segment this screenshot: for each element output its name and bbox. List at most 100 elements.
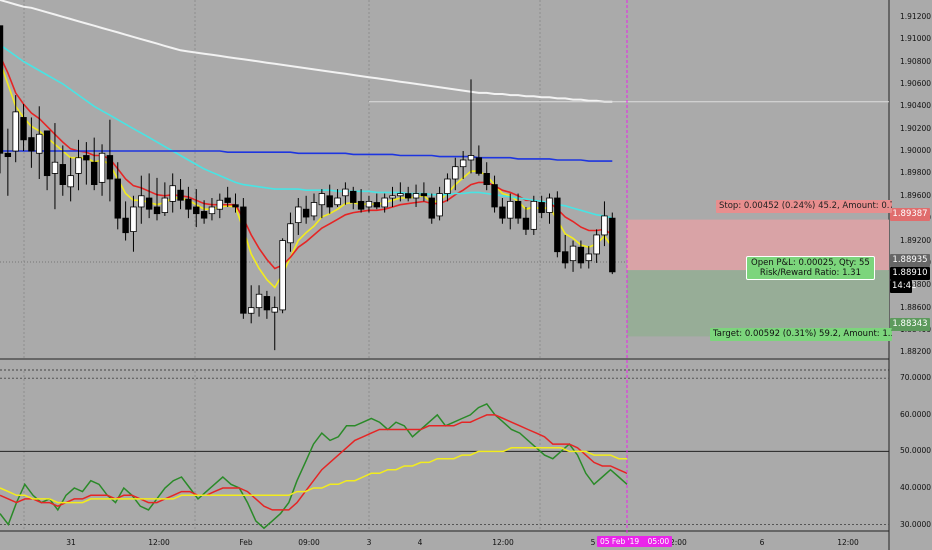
candle-body bbox=[318, 193, 326, 206]
candle-body bbox=[169, 185, 176, 202]
candle-body bbox=[569, 245, 577, 262]
candle-body bbox=[373, 202, 380, 208]
candle-body bbox=[397, 193, 404, 197]
candle-body bbox=[287, 223, 294, 244]
candle-body bbox=[177, 189, 184, 201]
candle-body bbox=[554, 197, 561, 253]
price-tick-label: 1.91200 bbox=[900, 11, 932, 21]
osc-tick-label: 30.0000 bbox=[900, 519, 932, 529]
time-tick-label: 6 bbox=[759, 538, 765, 547]
candle-body bbox=[562, 251, 569, 264]
candle-body bbox=[302, 208, 310, 218]
candle-body bbox=[271, 307, 278, 313]
osc-line-0 bbox=[0, 402, 628, 530]
current-date-marker: 05 Feb '19 05:00 bbox=[597, 536, 673, 547]
candle-body bbox=[326, 195, 333, 208]
candle-body bbox=[467, 155, 475, 161]
price-tick-label: 1.88800 bbox=[900, 280, 932, 290]
price-tick-label: 1.88200 bbox=[900, 347, 932, 357]
candle-body bbox=[185, 198, 192, 210]
candle-body bbox=[130, 206, 137, 232]
stop-label[interactable]: Stop: 0.00452 (0.24%) 45.2, Amount: 0.75 bbox=[716, 200, 892, 213]
candle-body bbox=[224, 197, 231, 203]
ma-line-2 bbox=[0, 44, 613, 219]
open-pnl-label: Open P&L: 0.00025, Qty: 55 bbox=[751, 258, 870, 268]
candle-body bbox=[4, 152, 12, 158]
stop-price-tag: 1.89387 bbox=[890, 208, 930, 221]
position-zones bbox=[627, 219, 889, 337]
candle-body bbox=[83, 155, 90, 161]
candle-body bbox=[279, 240, 286, 311]
price-tick-label: 1.88600 bbox=[900, 302, 932, 312]
candle-body bbox=[350, 190, 357, 203]
candle-body bbox=[357, 200, 365, 210]
candle-body bbox=[499, 206, 506, 219]
time-tick-label: 5 bbox=[590, 538, 596, 547]
price-tick-label: 1.90800 bbox=[900, 56, 932, 66]
candle-body bbox=[444, 178, 451, 194]
candle-body bbox=[153, 206, 161, 215]
candle-body bbox=[436, 193, 443, 217]
candle-body bbox=[475, 157, 483, 174]
osc-line-2 bbox=[0, 447, 627, 504]
candle-body bbox=[483, 173, 490, 185]
time-tick-label: 4 bbox=[417, 538, 423, 547]
current-date-label: 05 Feb '19 bbox=[600, 537, 640, 546]
candle-body bbox=[91, 161, 98, 185]
candle-body bbox=[20, 117, 27, 141]
candle-body bbox=[452, 166, 459, 180]
candle-body bbox=[538, 202, 545, 213]
candle-body bbox=[208, 206, 216, 215]
price-tick-label: 1.90600 bbox=[900, 78, 932, 88]
candle-body bbox=[459, 159, 467, 168]
price-tick-label: 1.89200 bbox=[900, 235, 932, 245]
osc-tick-label: 70.0000 bbox=[900, 373, 932, 383]
open-price-tag: 1.88935 bbox=[890, 254, 930, 267]
candle-body bbox=[36, 133, 43, 154]
candle-body bbox=[200, 211, 208, 219]
candle-body bbox=[59, 164, 66, 185]
candle-body bbox=[577, 246, 585, 264]
candle-body bbox=[12, 111, 19, 152]
time-tick-label: 12:00 bbox=[837, 538, 859, 547]
candle-body bbox=[216, 199, 223, 210]
current-time-label: 05:00 bbox=[647, 537, 670, 546]
time-tick-label: 31 bbox=[66, 538, 76, 547]
target-label[interactable]: Target: 0.00592 (0.31%) 59.2, Amount: 1.… bbox=[710, 328, 892, 341]
candle-body bbox=[106, 155, 114, 180]
candle-body bbox=[412, 193, 420, 199]
price-tick-label: 1.89600 bbox=[900, 190, 932, 200]
oscillator bbox=[0, 402, 628, 530]
candle-body bbox=[263, 296, 271, 311]
last-price-tag: 1.88910 bbox=[890, 267, 930, 280]
osc-tick-label: 50.0000 bbox=[900, 446, 932, 456]
candle-body bbox=[295, 206, 302, 224]
time-tick-label: 12:00 bbox=[148, 538, 170, 547]
candle-body bbox=[114, 178, 121, 219]
candle-body bbox=[514, 200, 522, 219]
candle-body bbox=[193, 206, 200, 215]
osc-tick-label: 40.0000 bbox=[900, 482, 932, 492]
candle-body bbox=[75, 157, 82, 174]
candle-body bbox=[255, 293, 263, 309]
time-tick-label: 12:00 bbox=[492, 538, 514, 547]
time-tick-label: 12:00 bbox=[665, 538, 687, 547]
candle-body bbox=[240, 206, 247, 314]
candle-body bbox=[67, 175, 74, 188]
candle-body bbox=[51, 161, 59, 174]
candle-body bbox=[389, 195, 396, 199]
pnl-box[interactable]: Open P&L: 0.00025, Qty: 55 Risk/Reward R… bbox=[746, 256, 875, 280]
candle-body bbox=[491, 184, 498, 208]
candle-body bbox=[43, 130, 51, 177]
price-tick-label: 1.90000 bbox=[900, 146, 932, 156]
candle-body bbox=[98, 152, 106, 183]
candle-body bbox=[546, 197, 553, 213]
target-zone bbox=[627, 270, 889, 337]
candle-body bbox=[122, 217, 129, 234]
price-tick-label: 1.89800 bbox=[900, 168, 932, 178]
candle-body bbox=[428, 197, 435, 219]
price-tick-label: 1.91000 bbox=[900, 34, 932, 44]
target-price-tag: 1.88343 bbox=[890, 318, 930, 331]
